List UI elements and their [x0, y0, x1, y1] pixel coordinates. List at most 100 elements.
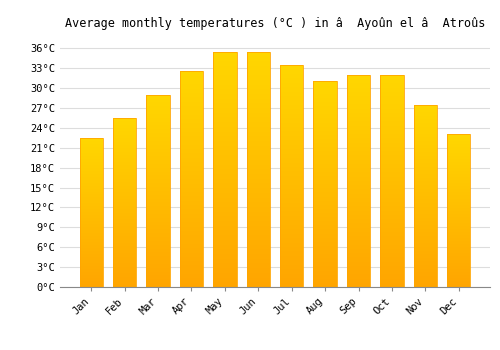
Bar — [213, 202, 236, 205]
Bar — [380, 83, 404, 85]
Bar — [246, 219, 270, 221]
Bar — [447, 232, 470, 233]
Bar — [447, 229, 470, 231]
Bar — [414, 116, 437, 117]
Bar — [213, 75, 236, 77]
Bar — [280, 258, 303, 260]
Bar — [146, 137, 170, 139]
Bar — [113, 230, 136, 231]
Bar — [80, 221, 103, 223]
Bar — [80, 247, 103, 248]
Bar — [414, 225, 437, 227]
Bar — [113, 263, 136, 265]
Bar — [80, 229, 103, 230]
Bar — [246, 231, 270, 233]
Title: Average monthly temperatures (°C ) in â  Ayoûn el â  Atroûs: Average monthly temperatures (°C ) in â … — [65, 17, 485, 30]
Bar — [414, 254, 437, 256]
Bar — [314, 92, 337, 94]
Bar — [246, 103, 270, 106]
Bar — [314, 155, 337, 158]
Bar — [380, 105, 404, 107]
Bar — [347, 272, 370, 274]
Bar — [447, 185, 470, 186]
Bar — [314, 266, 337, 268]
Bar — [447, 223, 470, 224]
Bar — [146, 160, 170, 162]
Bar — [347, 219, 370, 221]
Bar — [213, 89, 236, 92]
Bar — [347, 234, 370, 236]
Bar — [314, 98, 337, 100]
Bar — [347, 147, 370, 149]
Bar — [414, 284, 437, 285]
Bar — [246, 80, 270, 82]
Bar — [113, 159, 136, 160]
Bar — [180, 74, 203, 76]
Bar — [447, 257, 470, 258]
Bar — [80, 224, 103, 226]
Bar — [447, 222, 470, 223]
Bar — [213, 257, 236, 259]
Bar — [113, 157, 136, 159]
Bar — [180, 78, 203, 80]
Bar — [314, 268, 337, 271]
Bar — [146, 106, 170, 108]
Bar — [146, 152, 170, 154]
Bar — [146, 147, 170, 148]
Bar — [280, 214, 303, 216]
Bar — [347, 77, 370, 79]
Bar — [213, 254, 236, 257]
Bar — [447, 167, 470, 168]
Bar — [246, 179, 270, 181]
Bar — [314, 90, 337, 92]
Bar — [80, 281, 103, 282]
Bar — [80, 265, 103, 266]
Bar — [113, 238, 136, 240]
Bar — [113, 148, 136, 150]
Bar — [146, 254, 170, 256]
Bar — [213, 273, 236, 275]
Bar — [314, 209, 337, 211]
Bar — [447, 264, 470, 266]
Bar — [447, 235, 470, 237]
Bar — [80, 147, 103, 148]
Bar — [414, 256, 437, 258]
Bar — [414, 274, 437, 276]
Bar — [180, 142, 203, 145]
Bar — [347, 183, 370, 185]
Bar — [447, 244, 470, 246]
Bar — [180, 211, 203, 214]
Bar — [246, 252, 270, 254]
Bar — [246, 221, 270, 223]
Bar — [447, 275, 470, 276]
Bar — [146, 218, 170, 220]
Bar — [314, 108, 337, 110]
Bar — [447, 179, 470, 180]
Bar — [380, 141, 404, 143]
Bar — [213, 186, 236, 188]
Bar — [380, 79, 404, 81]
Bar — [213, 205, 236, 207]
Bar — [414, 189, 437, 190]
Bar — [180, 270, 203, 272]
Bar — [280, 274, 303, 276]
Bar — [146, 191, 170, 193]
Bar — [280, 205, 303, 207]
Bar — [113, 192, 136, 194]
Bar — [80, 183, 103, 184]
Bar — [80, 227, 103, 229]
Bar — [80, 195, 103, 196]
Bar — [113, 126, 136, 128]
Bar — [447, 250, 470, 252]
Bar — [447, 138, 470, 139]
Bar — [246, 153, 270, 155]
Bar — [347, 283, 370, 285]
Bar — [314, 166, 337, 168]
Bar — [314, 158, 337, 160]
Bar — [146, 220, 170, 222]
Bar — [146, 252, 170, 254]
Bar — [447, 177, 470, 179]
Bar — [314, 182, 337, 184]
Bar — [447, 258, 470, 260]
Bar — [180, 196, 203, 199]
